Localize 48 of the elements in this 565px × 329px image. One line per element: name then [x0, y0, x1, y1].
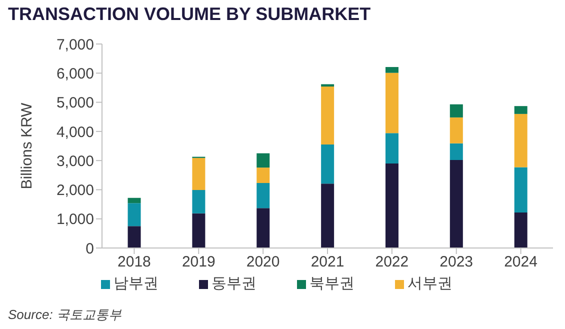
bar — [514, 212, 528, 248]
bar — [385, 67, 398, 73]
bar — [385, 72, 398, 134]
bar — [450, 117, 463, 144]
y-tick-label: 4,000 — [56, 124, 94, 141]
bar — [321, 84, 334, 87]
bar — [128, 198, 141, 204]
bar — [514, 106, 528, 114]
bar — [256, 208, 270, 248]
bar — [192, 213, 206, 248]
x-tick-label: 2018 — [118, 254, 151, 271]
bar — [514, 167, 528, 212]
y-tick-label: 2,000 — [56, 182, 94, 200]
y-tick-label: 0 — [86, 240, 94, 258]
x-tick-label: 2024 — [504, 254, 538, 271]
bar — [321, 144, 334, 184]
bar — [192, 190, 206, 214]
legend-label: 서부권 — [408, 275, 452, 292]
bar — [450, 143, 463, 160]
bar — [128, 226, 141, 248]
source-note: Source: 국토교통부 — [8, 306, 122, 324]
y-tick-label: 3,000 — [56, 152, 94, 170]
bar — [256, 183, 270, 208]
legend-label: 동부권 — [212, 275, 256, 292]
y-tick-label: 6,000 — [56, 65, 94, 82]
y-tick-label: 7,000 — [56, 36, 94, 54]
legend-label: 남부권 — [114, 275, 158, 292]
bar — [450, 104, 463, 118]
legend-label: 북부권 — [310, 275, 354, 292]
y-tick-label: 1,000 — [56, 211, 94, 228]
bar — [385, 163, 398, 248]
chart-title: TRANSACTION VOLUME BY SUBMARKET — [8, 4, 371, 25]
x-tick-label: 2022 — [375, 254, 409, 271]
bar — [192, 158, 206, 190]
bar — [321, 184, 334, 248]
bar — [256, 153, 270, 168]
x-tick-label: 2020 — [246, 254, 280, 271]
y-axis-title: Billions KRW — [18, 102, 36, 190]
bar — [385, 133, 398, 164]
y-tick-label: 5,000 — [56, 94, 94, 112]
bar — [450, 160, 463, 248]
x-tick-label: 2021 — [310, 254, 344, 271]
bar — [128, 203, 141, 226]
bar — [321, 86, 334, 145]
x-tick-label: 2023 — [440, 254, 474, 271]
bar — [256, 168, 270, 184]
bar — [514, 114, 528, 168]
x-tick-label: 2019 — [182, 254, 216, 271]
